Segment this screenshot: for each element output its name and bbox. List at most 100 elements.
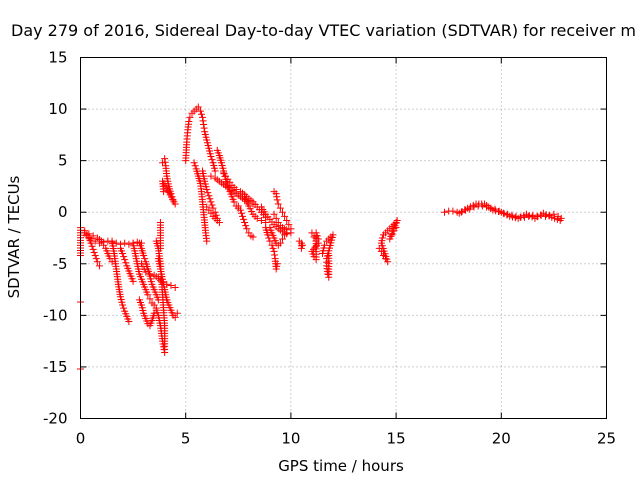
data-point (297, 244, 305, 252)
data-point (119, 301, 127, 309)
data-point (200, 124, 208, 132)
data-point (120, 304, 128, 312)
data-point (278, 208, 286, 216)
data-point (312, 229, 320, 237)
data-point (92, 255, 100, 263)
data-point (278, 235, 286, 243)
data-point (119, 249, 127, 257)
data-point (191, 162, 199, 170)
data-point (208, 156, 216, 164)
series-arc14 (182, 103, 219, 175)
data-point (241, 219, 249, 227)
data-point (386, 235, 394, 243)
series-arc7 (135, 239, 162, 304)
data-point (207, 153, 215, 161)
y-axis-label: SDTVAR / TECUs (5, 175, 23, 298)
data-point (91, 237, 99, 245)
data-point (125, 318, 133, 326)
data-point (95, 262, 103, 270)
data-point (152, 306, 160, 314)
data-point (171, 284, 179, 292)
data-point (388, 231, 396, 239)
series-arc11 (154, 255, 171, 304)
series-arc31 (375, 216, 401, 266)
data-point (144, 291, 152, 299)
data-point (190, 159, 198, 167)
data-point (140, 252, 148, 260)
data-point (283, 226, 291, 234)
x-tick-label: 15 (387, 430, 406, 448)
series-arc13 (156, 155, 179, 252)
data-point (122, 259, 130, 267)
data-point (298, 241, 306, 249)
data-point (285, 221, 293, 229)
y-tick-label: 5 (58, 152, 68, 170)
data-point (204, 189, 212, 197)
data-point (160, 346, 168, 354)
data-point (378, 234, 386, 242)
data-point (196, 107, 204, 115)
data-point (240, 215, 248, 223)
data-point (449, 207, 457, 215)
data-point (93, 258, 101, 266)
data-point (171, 313, 179, 321)
x-tick-label: 0 (76, 430, 86, 448)
series-arc22 (241, 193, 270, 227)
series-arc12 (163, 296, 181, 321)
series-arc24 (262, 224, 281, 273)
data-point (120, 253, 128, 261)
data-point (313, 232, 321, 240)
series-arc27 (270, 210, 291, 234)
data-point (234, 202, 242, 210)
data-point (213, 216, 221, 224)
data-point (141, 255, 149, 263)
data-point (273, 196, 281, 204)
data-point (283, 216, 291, 224)
x-axis-label: GPS time / hours (278, 457, 404, 475)
data-point (88, 242, 96, 250)
data-point (266, 237, 274, 245)
y-tick-label: 15 (48, 49, 67, 67)
data-point (160, 188, 168, 196)
data-point (268, 241, 276, 249)
data-point (269, 244, 277, 252)
data-point (392, 224, 400, 232)
data-point (90, 248, 98, 256)
data-point (272, 190, 280, 198)
data-point (272, 214, 280, 222)
series-arc6 (129, 239, 160, 312)
data-point (236, 206, 244, 214)
series-arc28 (295, 237, 306, 252)
data-point (209, 204, 217, 212)
data-point (173, 309, 181, 317)
data-point (146, 270, 154, 278)
data-point (159, 340, 167, 348)
data-point (89, 245, 97, 253)
data-point (556, 216, 564, 224)
data-point (197, 110, 205, 118)
series-arc21 (234, 202, 257, 241)
y-tick-label: -20 (43, 410, 68, 428)
data-point (253, 214, 261, 222)
data-point (129, 277, 137, 285)
data-point (199, 113, 207, 121)
data-point (205, 192, 213, 200)
data-point (207, 198, 215, 206)
series-arc8 (135, 296, 158, 330)
data-point (271, 251, 279, 259)
data-point (242, 222, 250, 230)
data-point (142, 268, 150, 276)
data-point (125, 240, 133, 248)
chart-title: Day 279 of 2016, Sidereal Day-to-day VTE… (11, 21, 636, 40)
data-point (161, 158, 169, 166)
data-point (314, 235, 322, 243)
y-tick-label: 0 (58, 203, 68, 221)
data-point (287, 225, 295, 233)
data-point (274, 200, 282, 208)
data-point (440, 208, 448, 216)
data-point (276, 204, 284, 212)
data-point (211, 208, 219, 216)
data-point (264, 231, 272, 239)
series-arc17 (203, 203, 221, 224)
data-point (87, 235, 95, 243)
